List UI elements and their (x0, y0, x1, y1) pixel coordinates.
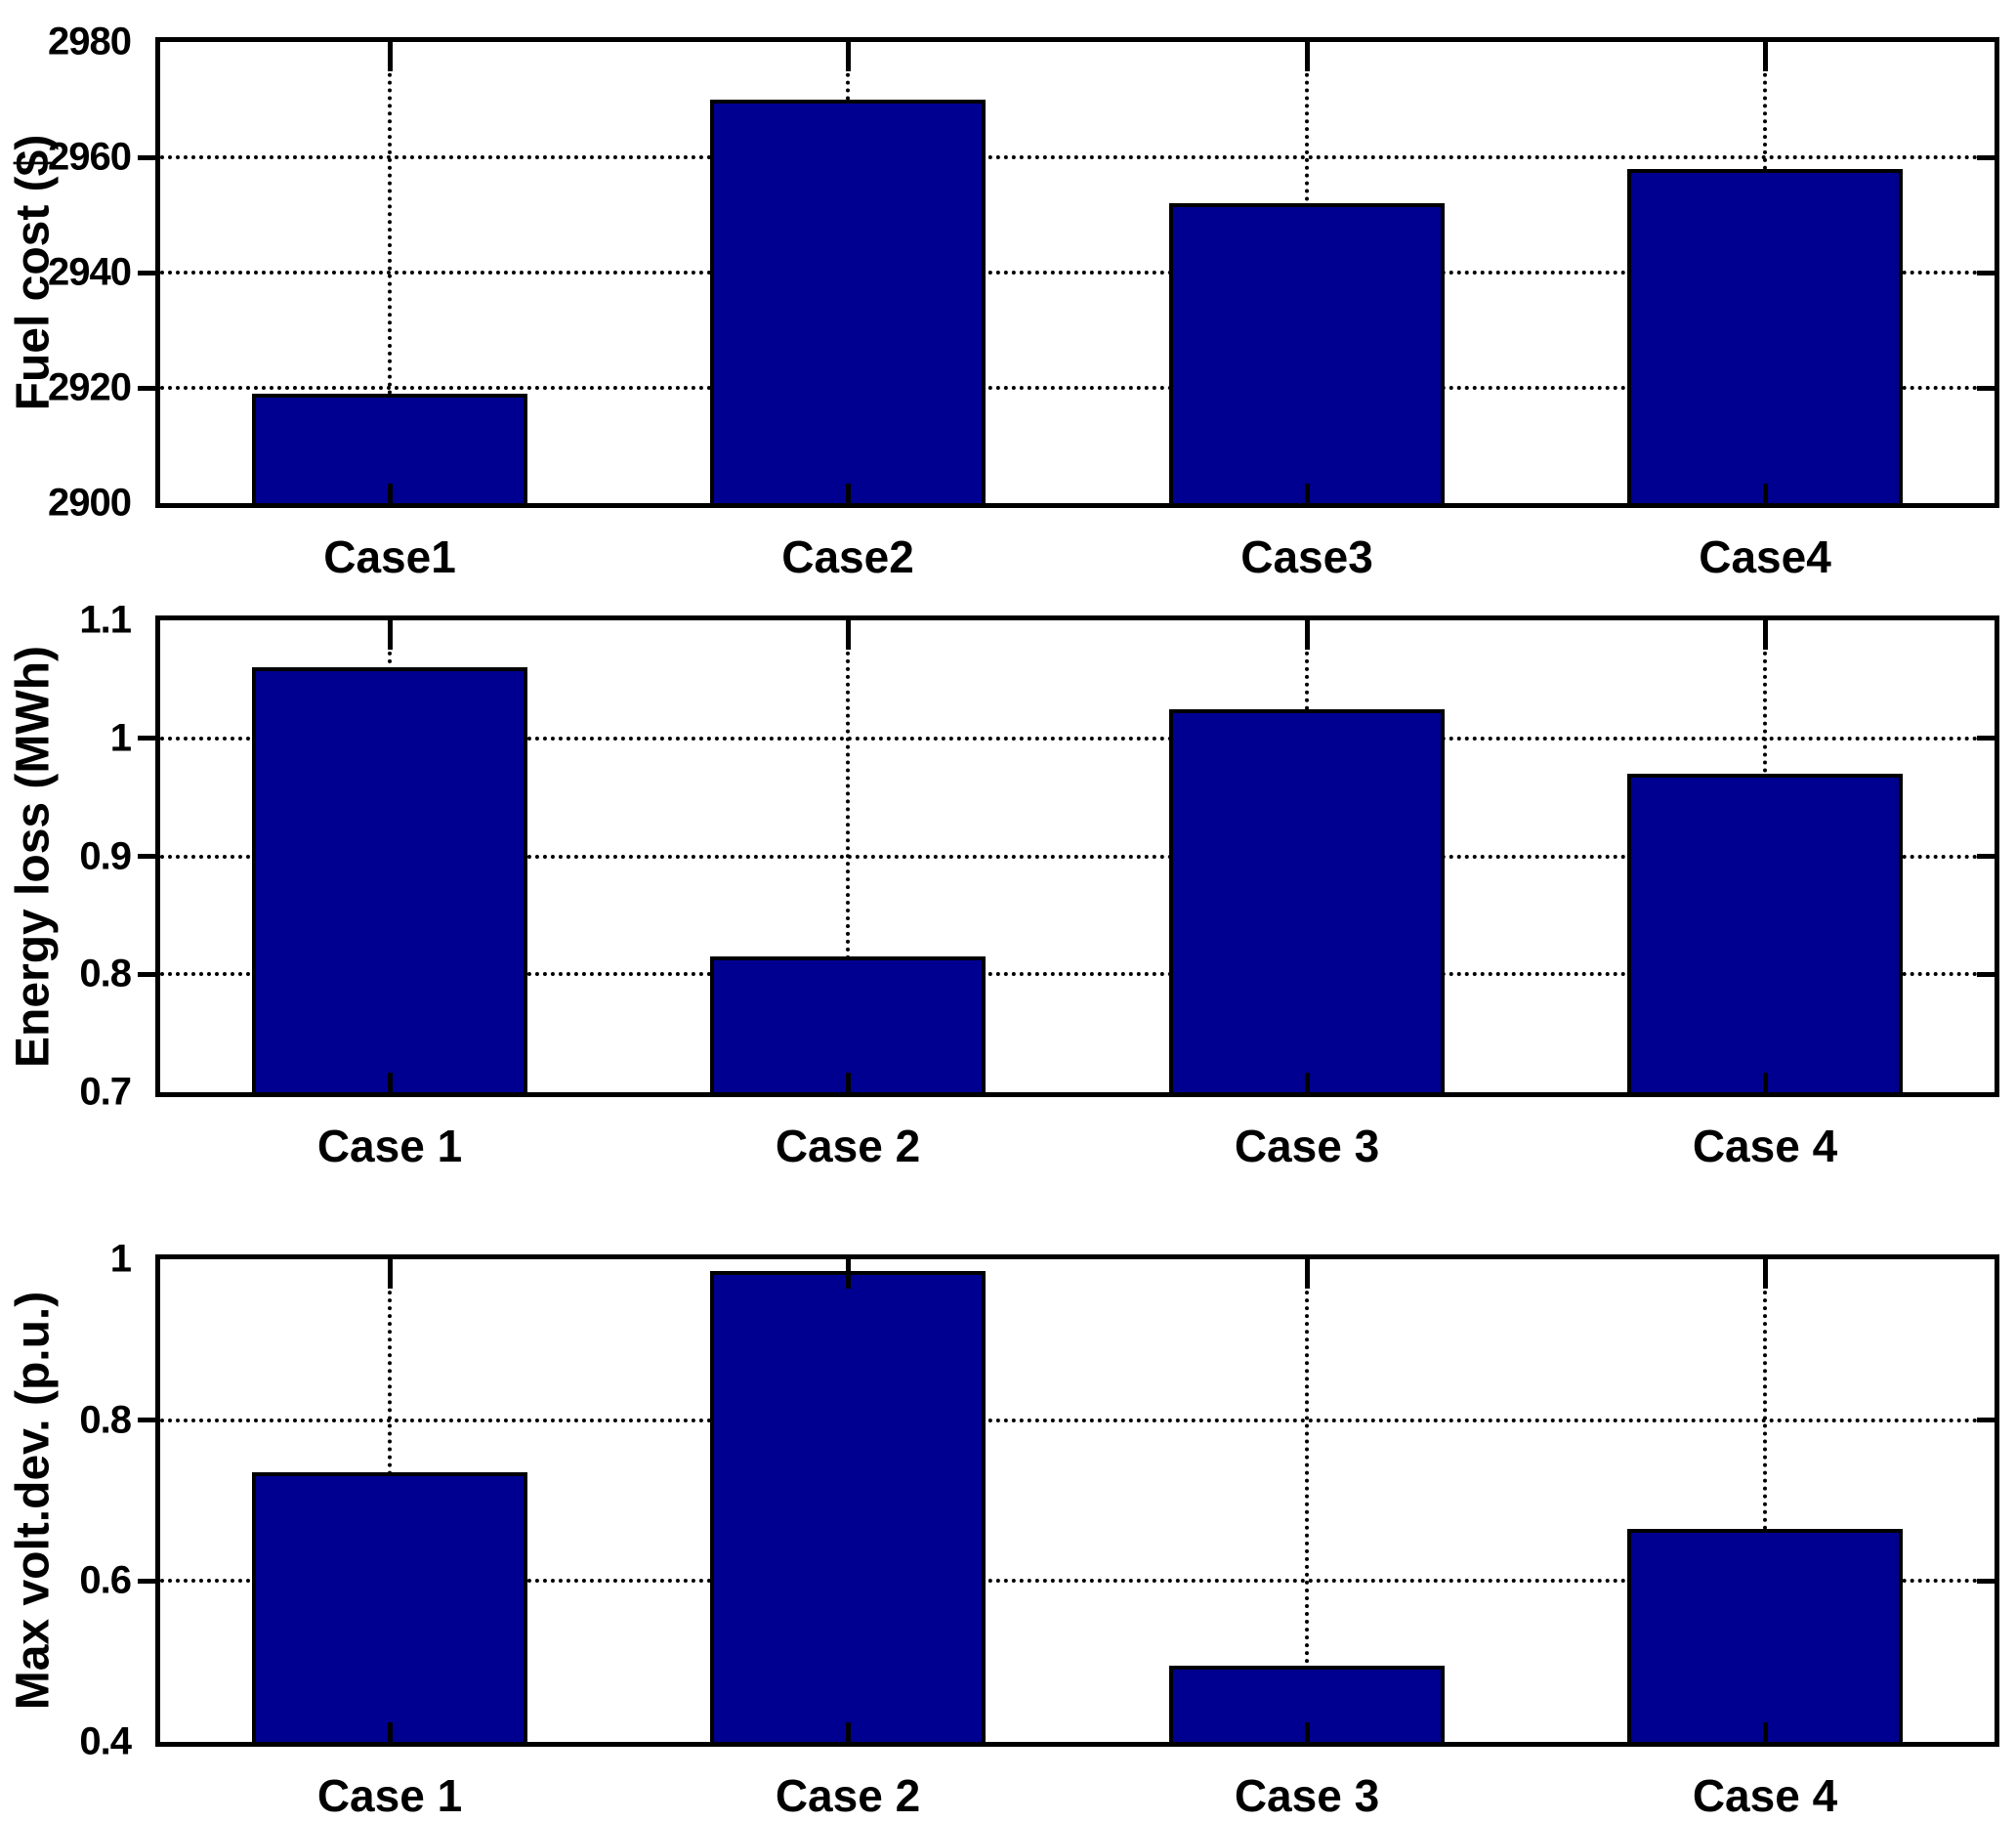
plot-area: 0.7 0.8 0.9 1 1.1 Case 1 Case 2 Case 3 Case 4 (79, 599, 1999, 1171)
bar (1627, 169, 1903, 503)
x-tick-bottom (387, 1073, 393, 1092)
y-gridline (160, 736, 1995, 741)
y-tick-label: 0.6 (79, 1558, 132, 1602)
bar (710, 1271, 986, 1742)
y-gridline (160, 271, 1995, 275)
y-tick-label: 2960 (48, 135, 132, 179)
y-axis-label: Fuel cost ($) (7, 134, 60, 411)
bar (1627, 774, 1903, 1092)
x-tick-label: Case 1 (316, 1770, 463, 1821)
y-tick-right (1977, 154, 1995, 160)
x-tick-bottom (1304, 1722, 1310, 1742)
x-tick-top (387, 1259, 393, 1289)
y-tick-left (138, 854, 155, 859)
subplot-max-volt-dev: 0.4 0.6 0.8 1 Case 1 Case 2 Case 3 Case 4 (79, 1238, 1999, 1821)
y-tick-right (1977, 270, 1995, 275)
y-tick-label: 0.9 (79, 834, 132, 877)
y-tick-right (1977, 736, 1995, 742)
y-tick-left (138, 385, 155, 391)
x-tick-label: Case3 (1240, 531, 1373, 582)
bar (252, 1472, 527, 1742)
x-tick-label: Case 1 (316, 1121, 463, 1171)
x-gridline (388, 42, 392, 503)
y-tick-label: 0.8 (79, 952, 132, 996)
x-tick-label: Case 3 (1234, 1770, 1380, 1821)
y-tick-left (138, 736, 155, 742)
y-tick-left (138, 270, 155, 275)
x-tick-label: Case 4 (1692, 1121, 1838, 1171)
y-gridline (160, 386, 1995, 390)
x-tick-label: Case 2 (775, 1121, 921, 1171)
y-tick-label: 1 (109, 1237, 132, 1281)
x-tick-bottom (845, 1722, 851, 1742)
x-tick-top (1304, 1259, 1310, 1289)
x-tick-label: Case2 (781, 531, 914, 582)
x-tick-bottom (1762, 1722, 1768, 1742)
x-tick-bottom (387, 1722, 393, 1742)
y-tick-label: 1.1 (79, 598, 132, 642)
x-tick-label: Case 3 (1234, 1121, 1380, 1171)
x-tick-top (1304, 620, 1310, 650)
y-gridline (160, 1579, 1995, 1584)
plot-area: 0.4 0.6 0.8 1 Case 1 Case 2 Case 3 Case 4 (79, 1238, 1999, 1821)
x-tick-label: Case1 (323, 531, 456, 582)
y-tick-label: 2920 (48, 365, 132, 409)
bar (710, 956, 986, 1092)
y-tick-left (138, 971, 155, 977)
x-tick-label: Case4 (1699, 531, 1831, 582)
x-tick-top (1762, 620, 1768, 650)
x-tick-bottom (1304, 1073, 1310, 1092)
x-tick-top (1762, 42, 1768, 71)
x-gridline (846, 620, 850, 1092)
x-tick-top (387, 42, 393, 71)
y-tick-label: 0.4 (79, 1719, 132, 1763)
y-gridline (160, 155, 1995, 159)
y-tick-right (1977, 385, 1995, 391)
x-tick-top (387, 620, 393, 650)
y-gridline (160, 1418, 1995, 1422)
y-tick-label: 0.8 (79, 1398, 132, 1442)
y-tick-right (1977, 854, 1995, 859)
bar (1169, 203, 1445, 503)
x-tick-label: Case 4 (1692, 1770, 1838, 1821)
subplot-energy-loss: 0.7 0.8 0.9 1 1.1 Case 1 Case 2 Case 3 Case 4 (79, 599, 1999, 1171)
x-tick-top (1762, 1259, 1768, 1289)
x-tick-top (845, 620, 851, 650)
x-tick-bottom (845, 1073, 851, 1092)
y-tick-left (138, 154, 155, 160)
y-axis-label: Max volt.dev. (p.u.) (7, 1291, 60, 1711)
bar (1627, 1529, 1903, 1742)
x-gridline (1763, 1259, 1767, 1742)
x-gridline (1305, 1259, 1309, 1742)
x-tick-bottom (1762, 1073, 1768, 1092)
y-tick-label: 2980 (48, 20, 132, 64)
y-gridline (160, 972, 1995, 977)
x-tick-bottom (1304, 484, 1310, 503)
y-tick-label: 0.7 (79, 1070, 132, 1114)
x-tick-top (1304, 42, 1310, 71)
bar (1169, 709, 1445, 1092)
y-tick-left (138, 1578, 155, 1584)
y-tick-label: 1 (109, 716, 132, 760)
subplot-fuel-cost: 2900 2920 2940 2960 2980 Case1 Case2 Case3 Case4 (48, 21, 1999, 582)
y-tick-right (1977, 971, 1995, 977)
x-tick-bottom (845, 484, 851, 503)
x-tick-top (845, 1259, 851, 1289)
y-gridline (160, 854, 1995, 859)
x-tick-label: Case 2 (775, 1770, 921, 1821)
plot-area: 2900 2920 2940 2960 2980 Case1 Case2 Case3 Case4 (48, 21, 1999, 582)
y-tick-right (1977, 1418, 1995, 1423)
y-tick-left (138, 1418, 155, 1423)
x-tick-bottom (1762, 484, 1768, 503)
y-tick-label: 2940 (48, 250, 132, 294)
bar (710, 100, 986, 503)
bar (252, 667, 527, 1092)
y-tick-label: 2900 (48, 481, 132, 525)
y-axis-label: Energy loss (MWh) (7, 645, 60, 1068)
x-tick-top (845, 42, 851, 71)
x-tick-bottom (387, 484, 393, 503)
y-tick-right (1977, 1578, 1995, 1584)
